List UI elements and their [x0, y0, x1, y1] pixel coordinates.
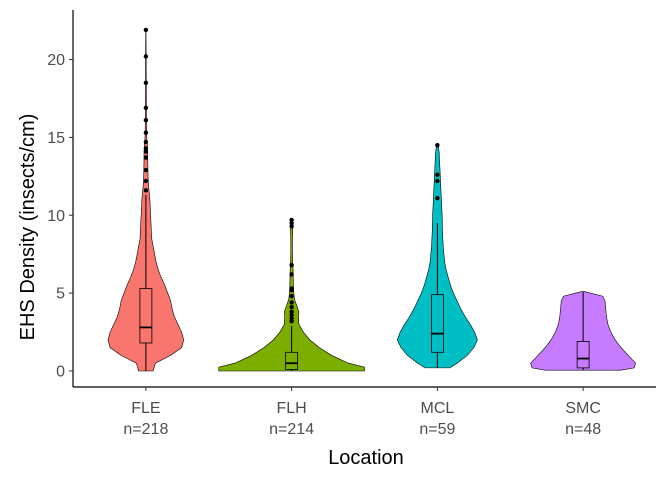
x-tick-label-fle: FLE [131, 400, 160, 417]
outlier-point-mcl [435, 178, 440, 184]
outlier-point-flh [289, 318, 294, 324]
outlier-point-flh [289, 315, 294, 321]
y-axis-title: EHS Density (insects/cm) [17, 114, 39, 341]
outlier-point-flh [289, 217, 294, 223]
outlier-point-flh [289, 312, 294, 318]
box-mcl [430, 294, 444, 353]
violins-layer [107, 27, 636, 372]
y-tick-label: 5 [56, 286, 65, 303]
outlier-point-fle [143, 139, 149, 145]
x-tick-count-mcl: n=59 [419, 421, 455, 438]
outlier-point-fle [143, 27, 149, 33]
x-tick-count-smc: n=48 [565, 421, 601, 438]
outlier-point-fle [143, 178, 149, 184]
outlier-point-mcl [435, 195, 440, 201]
x-tick-label-mcl: MCL [420, 400, 454, 417]
outlier-point-fle [143, 130, 149, 135]
outlier-point-fle [143, 105, 149, 110]
outlier-point-mcl [435, 142, 440, 148]
x-axis: FLE n=218 FLH n=214 MCL n=59 SMC n=48 [73, 386, 656, 438]
outlier-point-fle [143, 167, 149, 173]
outlier-point-fle [143, 155, 149, 160]
outlier-point-fle [143, 188, 149, 193]
outlier-point-flh [289, 223, 294, 229]
y-tick-label: 20 [47, 52, 65, 69]
y-axis: 0 5 10 15 20 [47, 10, 74, 387]
y-tick-label: 15 [47, 130, 65, 147]
outlier-point-flh [289, 262, 294, 268]
outlier-point-mcl [435, 172, 440, 177]
outlier-point-flh [289, 286, 294, 291]
violin-group-fle [107, 27, 185, 372]
box-fle [139, 288, 153, 344]
outlier-point-flh [289, 309, 294, 315]
outlier-point-flh [289, 300, 294, 305]
x-tick-count-fle: n=218 [123, 421, 168, 438]
outlier-point-fle [143, 80, 149, 86]
violin-group-smc [530, 291, 636, 371]
outlier-point-fle [143, 146, 149, 151]
outlier-point-fle [143, 118, 149, 123]
outlier-point-flh [289, 304, 294, 310]
violin-group-mcl [396, 142, 478, 369]
outlier-point-flh [289, 272, 294, 277]
outlier-point-flh [289, 220, 294, 226]
outlier-point-fle [143, 149, 149, 154]
box-smc [576, 341, 590, 369]
y-tick-label: 10 [47, 208, 65, 225]
x-tick-count-flh: n=214 [269, 421, 314, 438]
violin-group-flh [218, 217, 365, 372]
outlier-point-flh [289, 294, 294, 299]
y-tick-label: 0 [56, 364, 65, 381]
box-flh [285, 351, 299, 370]
outlier-point-fle [143, 54, 149, 59]
x-tick-label-flh: FLH [277, 400, 307, 417]
x-tick-label-smc: SMC [565, 400, 601, 417]
x-axis-title: Location [328, 447, 404, 469]
